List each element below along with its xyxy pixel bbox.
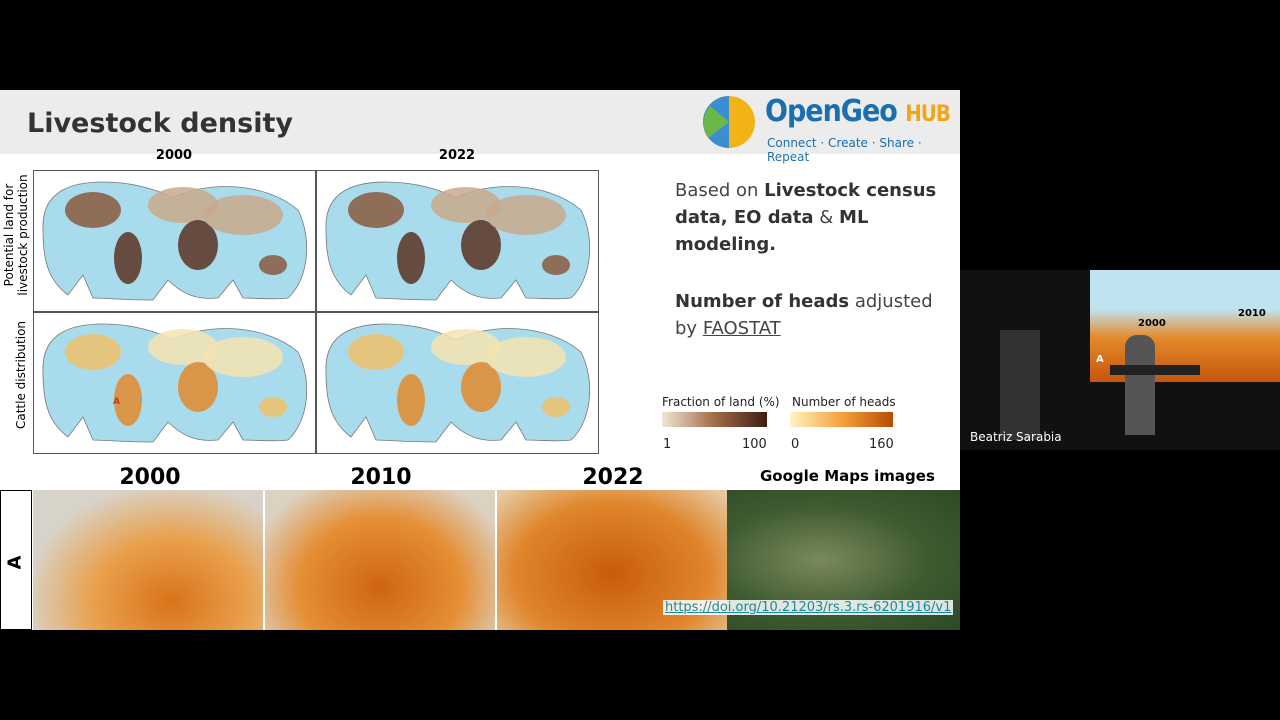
land — [203, 337, 283, 377]
legend-max: 160 — [869, 437, 894, 452]
satellite-panel — [33, 490, 263, 630]
bold-text: Livestock census data, EO data — [675, 180, 937, 228]
land — [461, 362, 501, 412]
land — [486, 337, 566, 377]
land — [431, 187, 501, 223]
legend-gradient — [790, 412, 893, 427]
doi-link[interactable]: https://doi.org/10.21203/rs.3.rs-6201916… — [663, 600, 954, 615]
row-header: Potential land for livestock production — [2, 174, 30, 296]
land — [259, 397, 287, 417]
link-text: FAOSTAT — [702, 318, 781, 339]
land — [542, 255, 570, 275]
land — [486, 195, 566, 235]
land — [178, 362, 218, 412]
logo-globe — [703, 96, 755, 148]
bold-text: Number of heads — [675, 291, 850, 312]
slide-title: Livestock density — [27, 108, 293, 139]
year-label: 2022 — [582, 465, 644, 490]
strip-label: A — [4, 555, 26, 570]
logo-tagline: Connect · Create · Share · Repeat — [767, 136, 922, 164]
legend-title: Fraction of land (%) — [662, 395, 780, 409]
podium — [1000, 330, 1040, 440]
land — [348, 192, 404, 228]
speaker-name: Beatriz Sarabia — [970, 430, 1062, 444]
land — [461, 220, 501, 270]
legend-gradient — [662, 412, 767, 427]
land — [148, 329, 218, 365]
land — [203, 195, 283, 235]
land — [542, 397, 570, 417]
legend-title: Number of heads — [792, 395, 896, 409]
desk — [1110, 365, 1200, 375]
description: Based on Livestock census data, EO data … — [675, 177, 945, 258]
satellite-panel — [265, 490, 495, 630]
land — [65, 192, 121, 228]
speaker-video: 2000 2010 A — [960, 270, 1280, 450]
land — [65, 334, 121, 370]
person — [1125, 335, 1155, 435]
inset-year: 2000 — [1138, 318, 1166, 329]
legend-min: 1 — [663, 437, 672, 452]
land — [397, 232, 425, 284]
map-marker: A — [113, 397, 120, 407]
land — [148, 187, 218, 223]
land — [397, 374, 425, 426]
row-header: Cattle distribution — [14, 320, 28, 430]
text: adjusted by — [675, 291, 933, 339]
logo-text: OpenGeo — [765, 94, 898, 129]
bold-text: ML modeling. — [675, 207, 869, 255]
land — [114, 232, 142, 284]
google-title: Google Maps images — [760, 467, 935, 485]
land — [259, 255, 287, 275]
logo-hub: HUB — [905, 102, 951, 127]
text: Based on — [675, 180, 765, 201]
header-bar — [0, 90, 960, 154]
land — [431, 329, 501, 365]
land — [348, 334, 404, 370]
slide: Livestock density OpenGeo HUB Connect · … — [0, 90, 960, 630]
logo-name: OpenGeo HUB — [765, 94, 951, 129]
inset-year: 2010 — [1238, 308, 1266, 319]
projected-slide — [1090, 270, 1280, 382]
year-label: 2010 — [350, 465, 412, 490]
strip-label-cell — [0, 490, 32, 630]
year-label: 2000 — [119, 465, 181, 490]
text: & — [813, 207, 840, 228]
land — [114, 374, 142, 426]
column-header: 2000 — [155, 148, 193, 163]
legend-max: 100 — [742, 437, 767, 452]
description: Number of heads adjusted by FAOSTAT — [675, 288, 945, 342]
land — [178, 220, 218, 270]
map-grid: A — [33, 170, 599, 454]
column-header: 2022 — [438, 148, 476, 163]
legend-min: 0 — [791, 437, 800, 452]
inset-label: A — [1096, 354, 1104, 365]
